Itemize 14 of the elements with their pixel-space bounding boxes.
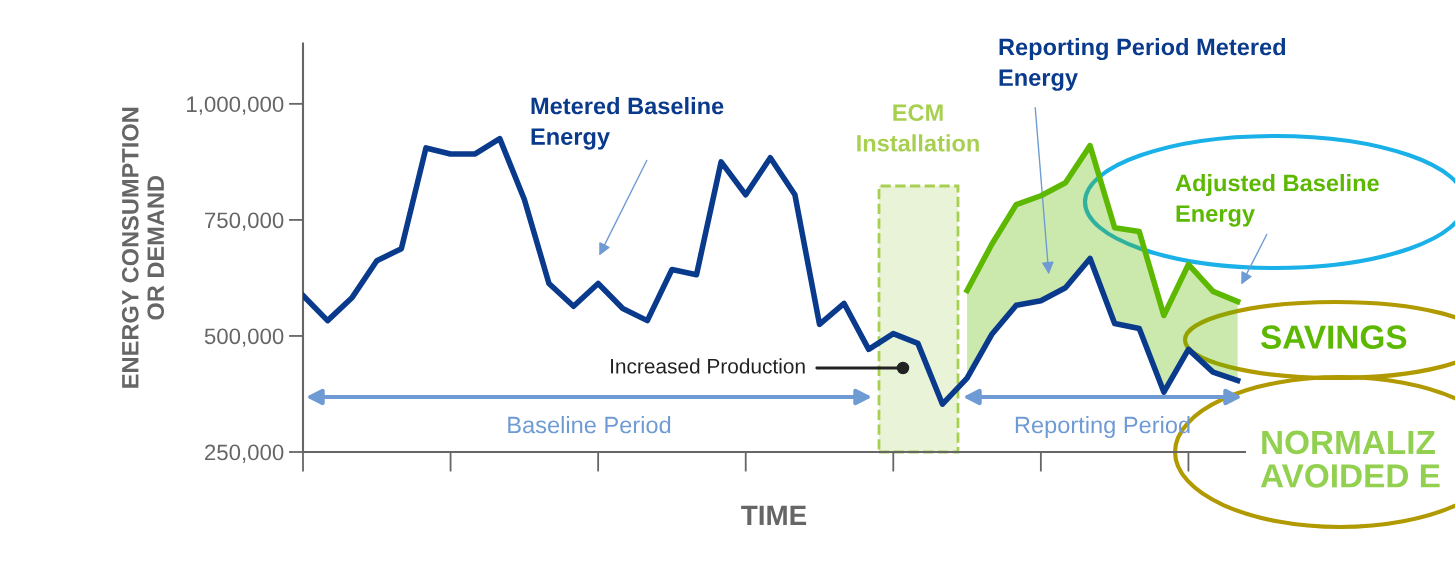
x-axis-title: TIME [741,505,807,525]
text: NORMALIZ AVOIDED E [1260,430,1440,488]
annotation: Increased Production [611,358,805,374]
annotation: Reporting Period Metered Energy [999,38,1286,91]
annotation: ECM Installation [857,104,979,152]
y-tick-label: 250,000 [205,444,284,463]
y-tick-label: 750,000 [205,212,284,231]
text: SAVINGS [1260,325,1407,349]
y-tick-label: 1,000,000 [187,96,284,115]
annotation: Baseline Period [508,415,671,434]
y-axis-title: ENERGY CONSUMPTION OR DEMAND [121,107,165,388]
annotation: Adjusted Baseline Energy [1175,174,1379,227]
annotation: Metered Baseline Energy [531,97,724,150]
y-tick-label: 500,000 [204,328,284,347]
